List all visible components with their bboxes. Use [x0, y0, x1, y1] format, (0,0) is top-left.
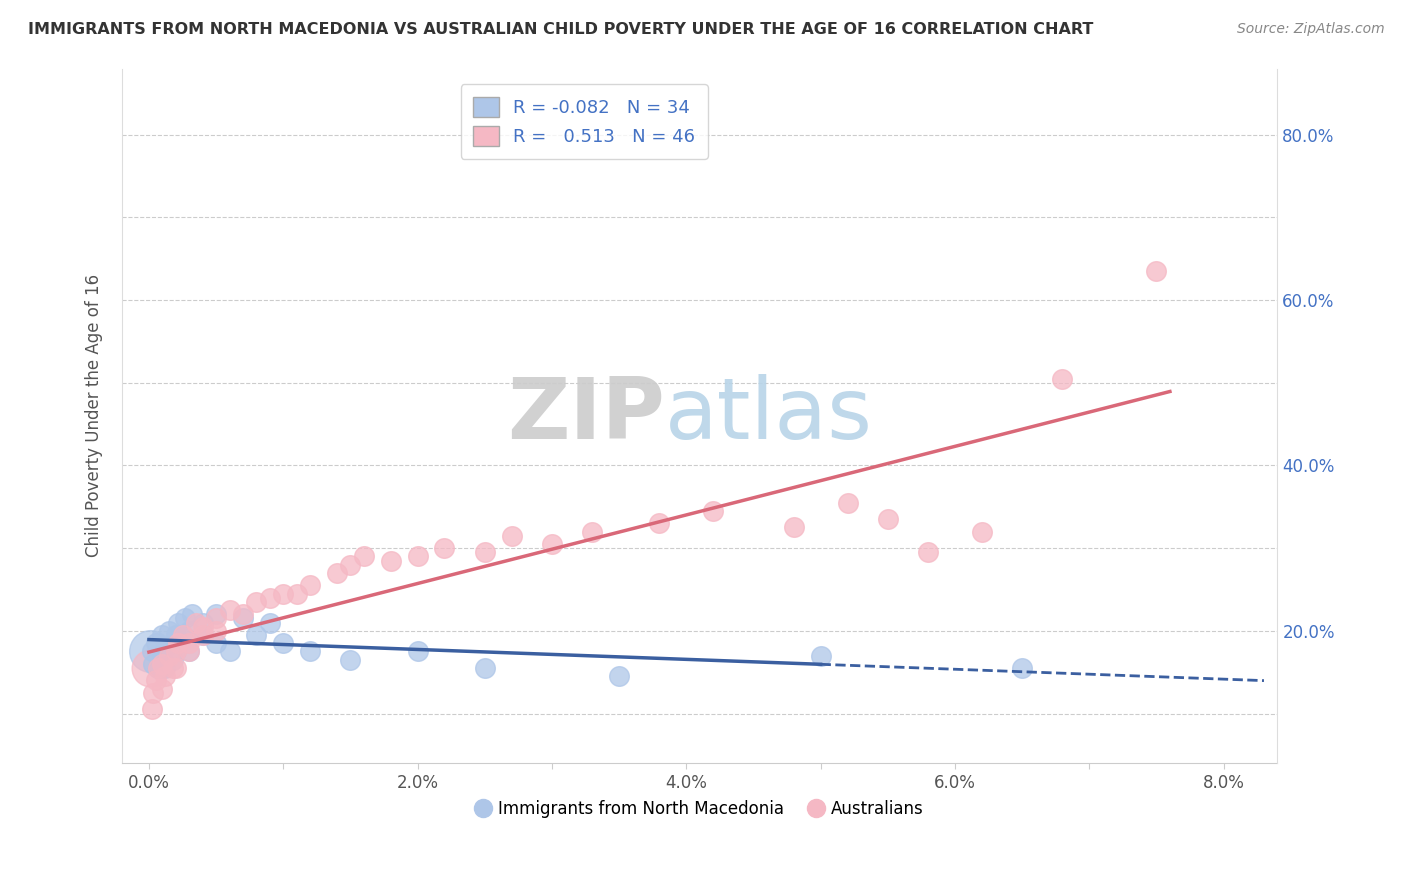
Point [165, 644, 187, 658]
Point [232, 607, 254, 622]
Point [339, 653, 361, 667]
Point [1146, 264, 1168, 278]
Point [191, 620, 214, 634]
Point [1011, 661, 1033, 675]
Point [245, 595, 267, 609]
Point [148, 661, 170, 675]
Point [837, 496, 859, 510]
Point [406, 644, 429, 658]
Point [917, 545, 939, 559]
Point [541, 537, 564, 551]
Point [285, 586, 308, 600]
Point [184, 615, 207, 630]
Point [271, 586, 294, 600]
Point [179, 644, 201, 658]
Point [191, 615, 214, 630]
Point [145, 673, 167, 688]
Point [139, 661, 162, 675]
Point [150, 681, 173, 696]
Point [180, 607, 202, 622]
Point [150, 628, 173, 642]
Point [205, 607, 228, 622]
Point [167, 615, 190, 630]
Point [139, 644, 162, 658]
Point [232, 611, 254, 625]
Point [157, 648, 180, 663]
Point [165, 644, 187, 658]
Point [783, 520, 806, 534]
Point [153, 669, 176, 683]
Text: atlas: atlas [665, 375, 873, 458]
Point [810, 648, 832, 663]
Point [380, 553, 402, 567]
Point [141, 702, 163, 716]
Point [474, 545, 496, 559]
Point [205, 611, 228, 625]
Point [165, 628, 187, 642]
Text: ZIP: ZIP [508, 375, 665, 458]
Point [191, 628, 214, 642]
Point [581, 524, 603, 539]
Point [150, 657, 173, 671]
Point [474, 661, 496, 675]
Point [245, 628, 267, 642]
Point [218, 603, 240, 617]
Point [876, 512, 898, 526]
Point [299, 578, 322, 592]
Point [179, 624, 201, 638]
Point [970, 524, 993, 539]
Point [205, 636, 228, 650]
Point [339, 558, 361, 572]
Point [172, 628, 194, 642]
Point [162, 661, 184, 675]
Point [142, 657, 165, 671]
Point [702, 504, 724, 518]
Point [501, 529, 523, 543]
Point [155, 640, 177, 655]
Point [353, 549, 375, 564]
Point [150, 648, 173, 663]
Legend: Immigrants from North Macedonia, Australians: Immigrants from North Macedonia, Austral… [470, 793, 929, 824]
Point [153, 661, 176, 675]
Point [165, 661, 187, 675]
Text: Source: ZipAtlas.com: Source: ZipAtlas.com [1237, 22, 1385, 37]
Point [167, 636, 190, 650]
Point [142, 686, 165, 700]
Point [162, 653, 184, 667]
Point [648, 516, 671, 531]
Point [191, 628, 214, 642]
Point [326, 566, 349, 580]
Point [172, 628, 194, 642]
Point [299, 644, 322, 658]
Point [145, 636, 167, 650]
Point [1052, 371, 1074, 385]
Point [174, 611, 197, 625]
Point [607, 669, 630, 683]
Point [259, 615, 281, 630]
Point [433, 541, 456, 555]
Point [179, 636, 201, 650]
Point [157, 624, 180, 638]
Point [259, 591, 281, 605]
Text: IMMIGRANTS FROM NORTH MACEDONIA VS AUSTRALIAN CHILD POVERTY UNDER THE AGE OF 16 : IMMIGRANTS FROM NORTH MACEDONIA VS AUSTR… [28, 22, 1094, 37]
Point [179, 644, 201, 658]
Point [148, 661, 170, 675]
Point [141, 644, 163, 658]
Y-axis label: Child Poverty Under the Age of 16: Child Poverty Under the Age of 16 [86, 274, 103, 558]
Point [205, 624, 228, 638]
Point [406, 549, 429, 564]
Point [218, 644, 240, 658]
Point [271, 636, 294, 650]
